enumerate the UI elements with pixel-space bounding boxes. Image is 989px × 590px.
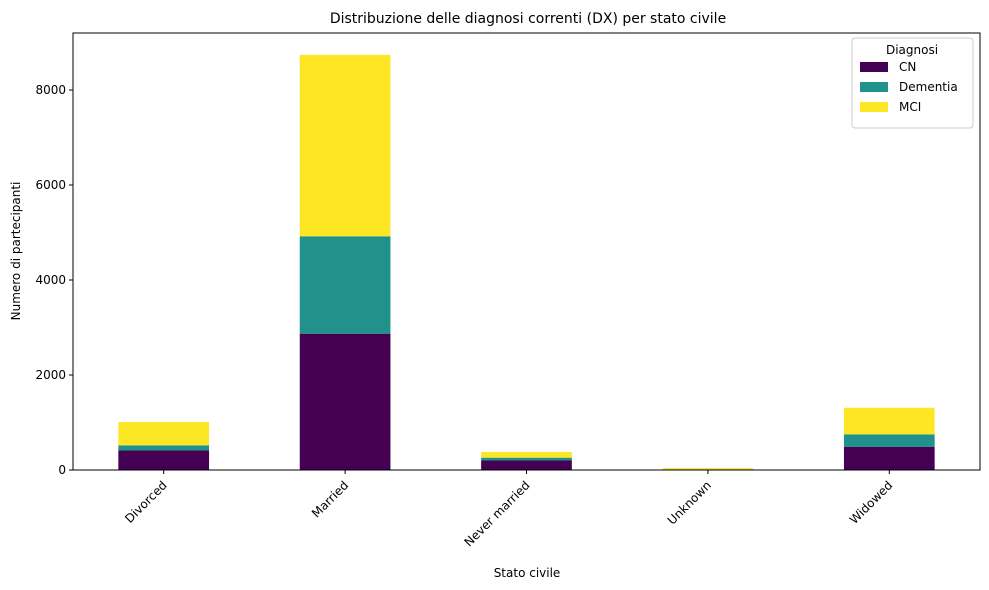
bar-dementia-married [299,236,391,334]
y-tick-label: 4000 [35,273,66,287]
x-tick-label: Married [309,478,351,520]
legend-swatch-cn [860,62,888,72]
y-tick-label: 6000 [35,178,66,192]
bar-cn-widowed [843,446,935,470]
bar-mci-never-married [481,451,572,458]
x-axis-label: Stato civile [494,566,561,580]
bar-mci-divorced [118,422,210,446]
legend-label-cn: CN [899,60,916,74]
x-tick-label: Never married [461,478,532,549]
legend-swatch-mci [860,102,888,112]
y-axis: 0 2000 4000 6000 8000 [35,83,73,477]
y-tick-label: 2000 [35,368,66,382]
x-tick-label: Divorced [122,478,170,526]
y-axis-label: Numero di partecipanti [9,182,23,321]
bar-mci-widowed [843,407,935,435]
legend-title: Diagnosi [886,43,938,57]
x-tick-label: Widowed [847,478,896,527]
legend-label-dementia: Dementia [899,80,958,94]
legend-swatch-dementia [860,82,888,92]
bars-layer [118,54,935,470]
bar-cn-never-married [481,460,572,470]
legend-label-mci: MCI [899,100,921,114]
plot-frame [72,32,981,471]
y-tick-label: 8000 [35,83,66,97]
bar-dementia-widowed [843,434,935,447]
bar-mci-unknown [662,468,754,470]
bar-mci-married [299,54,391,237]
x-axis: Divorced Married Never married Unknown Widow… [122,470,895,549]
x-tick-label: Unknown [665,478,714,527]
legend: Diagnosi CN Dementia MCI [851,37,974,129]
chart-title: Distribuzione delle diagnosi correnti (D… [330,11,726,27]
bar-dementia-never-married [481,457,572,461]
y-tick-label: 0 [58,463,66,477]
bar-cn-married [299,333,391,470]
bar-dementia-divorced [118,445,210,451]
bar-cn-divorced [118,450,210,470]
